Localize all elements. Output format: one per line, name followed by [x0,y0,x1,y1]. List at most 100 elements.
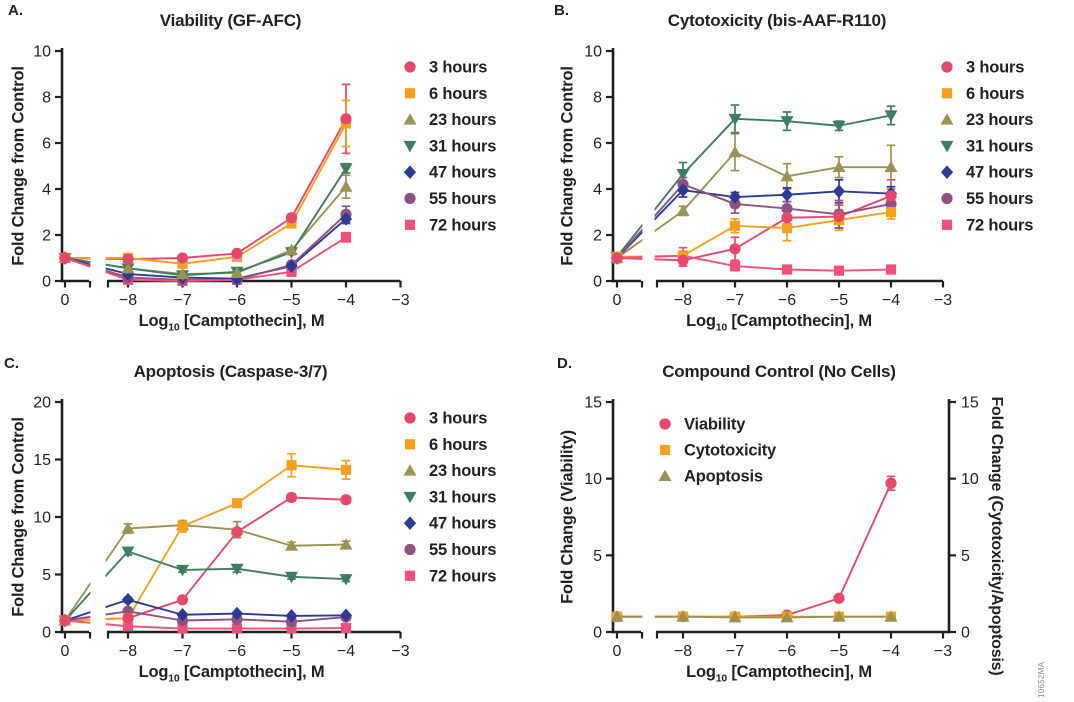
chart-canvas: 0 5 10 15 20 0 −8 −7 −6 −5 −4 −3 3 hours 6 hours 23 ho… [33,395,496,661]
figure-number: 10652MA [1037,661,1046,698]
axes: 0 5 10 15 20 0 −8 −7 −6 −5 −4 −3 [33,395,410,661]
legend-item: 6 hours [404,85,487,103]
svg-text:72 hours: 72 hours [429,216,496,234]
svg-text:5: 5 [42,567,51,584]
svg-text:0: 0 [613,292,622,309]
svg-text:31 hours: 31 hours [429,488,496,506]
series-6-hours [65,99,351,265]
svg-text:−4: −4 [882,643,900,660]
svg-text:−7: −7 [173,643,191,660]
panel-cytotoxicity: B. Cytotoxicity (bis-AAF-R110) Fold Chan… [537,0,1074,351]
svg-text:23 hours: 23 hours [429,462,496,480]
legend-item: 6 hours [404,436,487,454]
series-lines [617,475,896,619]
svg-text:4: 4 [42,182,51,199]
series-31-hours [612,104,896,260]
x-axis-label: Log10 [Camptothecin], M [686,312,872,334]
x-axis-label: Log10 [Camptothecin], M [138,663,325,685]
svg-text:3 hours: 3 hours [966,59,1024,77]
legend: Viability Cytotoxicity Apoptosis [658,416,777,486]
svg-text:72 hours: 72 hours [429,567,496,585]
legend: 3 hours 6 hours 23 hours 31 hours 47 hours 55… [403,410,496,585]
legend-item: 47 hours [940,164,1033,182]
svg-text:10: 10 [584,471,602,488]
chart-canvas: 0 5 10 15 0 5 10 15 0 −8 −7 −6 −5 −4 −3 Viability Cytoto… [584,395,979,661]
svg-text:−5: −5 [830,292,848,309]
svg-text:Viability: Viability [684,416,746,434]
svg-text:5: 5 [593,548,602,565]
svg-text:−6: −6 [228,643,246,660]
legend-item: 3 hours [404,59,487,77]
svg-text:6: 6 [593,136,602,153]
axis-break-mask [642,45,655,279]
axes: 0 2 4 6 8 10 0 −8 −7 −6 −5 −4 −3 [33,44,410,310]
chart-title: Viability (GF-AFC) [159,11,302,30]
series-6-hours [612,204,896,262]
panel-letter: D. [557,355,572,372]
legend-item: 3 hours [404,410,487,428]
svg-text:31 hours: 31 hours [966,137,1033,155]
series-viability [617,475,896,618]
x-axis-label: Log10 [Camptothecin], M [138,312,325,334]
svg-text:55 hours: 55 hours [429,541,496,559]
svg-text:20: 20 [33,395,51,412]
svg-text:2: 2 [593,228,602,245]
svg-text:5: 5 [961,548,970,565]
svg-text:−8: −8 [674,643,692,660]
svg-text:−5: −5 [282,643,300,660]
svg-text:47 hours: 47 hours [429,164,496,182]
series-47-hours [64,596,351,622]
svg-text:10: 10 [584,44,602,61]
panel-letter: A. [8,2,23,19]
svg-text:−7: −7 [173,292,191,309]
svg-text:47 hours: 47 hours [429,515,496,533]
svg-text:6 hours: 6 hours [966,85,1024,103]
chart-title: Cytotoxicity (bis-AAF-R110) [667,11,887,30]
series-23-hours [612,132,896,263]
svg-text:31 hours: 31 hours [429,137,496,155]
legend-item: 23 hours [403,111,496,129]
svg-text:0: 0 [593,625,602,642]
x-axis-label: Log10 [Camptothecin], M [686,663,872,685]
legend: 3 hours 6 hours 23 hours 31 hours 47 hours 55… [940,59,1033,234]
series-markers [610,477,898,623]
svg-text:−4: −4 [337,292,355,309]
svg-text:0: 0 [961,625,970,642]
svg-text:−4: −4 [882,292,900,309]
series-6-hours [64,452,351,622]
legend-item: Cytotoxicity [659,442,777,460]
svg-text:−6: −6 [228,292,246,309]
svg-text:−4: −4 [337,643,355,660]
series-47-hours [64,213,351,280]
legend-item: 55 hours [404,541,496,559]
panel-compound-control: D. Compound Control (No Cells) Fold Chan… [537,351,1074,702]
svg-text:0: 0 [42,625,51,642]
legend-item: Apoptosis [658,468,763,486]
panel-letter: B. [554,2,569,19]
legend-item: 23 hours [940,111,1033,129]
axes: 0 5 10 15 0 5 10 15 0 −8 −7 −6 −5 −4 −3 [584,395,979,661]
legend-item: 72 hours [941,216,1033,234]
svg-text:8: 8 [593,90,602,107]
svg-text:Cytotoxicity: Cytotoxicity [684,442,777,460]
svg-text:15: 15 [961,395,979,412]
svg-text:47 hours: 47 hours [966,164,1033,182]
series-markers [58,113,353,287]
svg-text:6 hours: 6 hours [429,436,487,454]
svg-text:4: 4 [593,182,602,199]
series-3-hours [64,83,351,261]
svg-text:0: 0 [593,274,602,291]
svg-text:15: 15 [33,452,51,469]
svg-text:−5: −5 [282,292,300,309]
svg-text:55 hours: 55 hours [966,190,1033,208]
svg-text:−7: −7 [726,292,744,309]
series-47-hours [612,178,896,262]
svg-text:72 hours: 72 hours [966,216,1033,234]
series-lines [612,104,896,274]
svg-text:0: 0 [61,643,70,660]
svg-text:2: 2 [42,228,51,245]
svg-text:3 hours: 3 hours [429,410,487,428]
axis-break-mask [642,396,655,630]
legend-item: Viability [659,416,746,434]
series-lines [64,83,351,282]
